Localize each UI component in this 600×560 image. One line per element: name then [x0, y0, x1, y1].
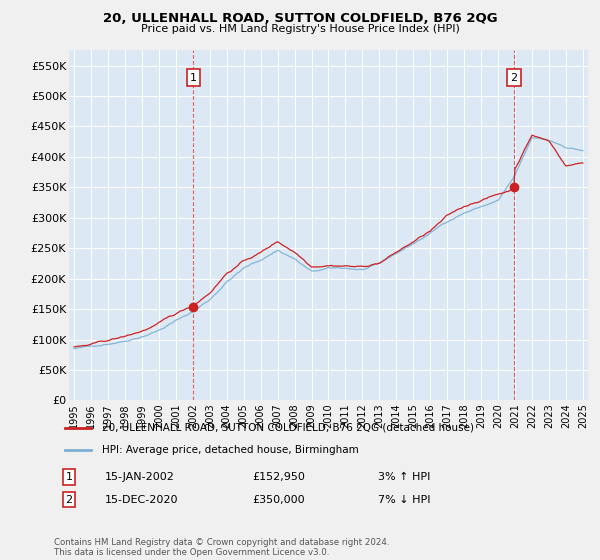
Text: 2: 2: [510, 73, 517, 83]
Text: 1: 1: [190, 73, 197, 83]
Text: 15-DEC-2020: 15-DEC-2020: [105, 494, 179, 505]
Text: 20, ULLENHALL ROAD, SUTTON COLDFIELD, B76 2QG: 20, ULLENHALL ROAD, SUTTON COLDFIELD, B7…: [103, 12, 497, 25]
Text: Price paid vs. HM Land Registry's House Price Index (HPI): Price paid vs. HM Land Registry's House …: [140, 24, 460, 34]
Text: Contains HM Land Registry data © Crown copyright and database right 2024.
This d: Contains HM Land Registry data © Crown c…: [54, 538, 389, 557]
Text: 3% ↑ HPI: 3% ↑ HPI: [378, 472, 430, 482]
Text: 1: 1: [65, 472, 73, 482]
Text: 20, ULLENHALL ROAD, SUTTON COLDFIELD, B76 2QG (detached house): 20, ULLENHALL ROAD, SUTTON COLDFIELD, B7…: [101, 423, 473, 433]
Text: 7% ↓ HPI: 7% ↓ HPI: [378, 494, 431, 505]
Text: 2: 2: [65, 494, 73, 505]
Text: HPI: Average price, detached house, Birmingham: HPI: Average price, detached house, Birm…: [101, 445, 358, 455]
Text: £152,950: £152,950: [252, 472, 305, 482]
Text: 15-JAN-2002: 15-JAN-2002: [105, 472, 175, 482]
Text: £350,000: £350,000: [252, 494, 305, 505]
